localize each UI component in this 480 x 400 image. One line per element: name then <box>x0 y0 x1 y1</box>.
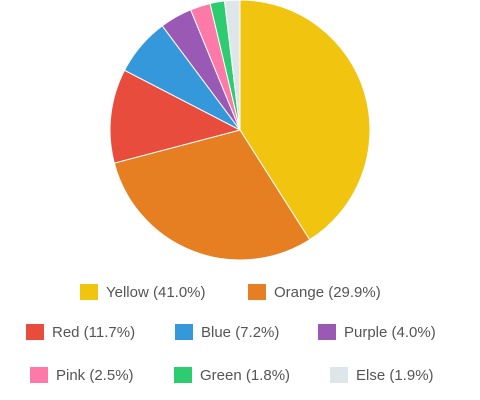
legend-label: Purple (4.0%) <box>344 324 436 341</box>
legend-label: Red (11.7%) <box>52 324 135 341</box>
legend-label: Yellow (41.0%) <box>106 284 206 301</box>
legend-swatch <box>174 367 192 383</box>
pie-slice <box>113 129 311 261</box>
legend-label: Orange (29.9%) <box>274 284 381 301</box>
legend-swatch <box>80 284 98 300</box>
legend-label: Pink (2.5%) <box>56 367 134 384</box>
legend-swatch <box>30 367 48 383</box>
legend-swatch <box>318 324 336 340</box>
legend-swatch <box>248 284 266 300</box>
legend-label: Else (1.9%) <box>356 367 434 384</box>
pie-slice <box>239 0 371 241</box>
legend-swatch <box>330 367 348 383</box>
legend-swatch <box>26 324 44 340</box>
pie-slice <box>109 69 242 164</box>
pie-slice <box>223 0 241 131</box>
legend-swatch <box>175 324 193 340</box>
legend-label: Green (1.8%) <box>200 367 290 384</box>
legend-label: Blue (7.2%) <box>201 324 279 341</box>
